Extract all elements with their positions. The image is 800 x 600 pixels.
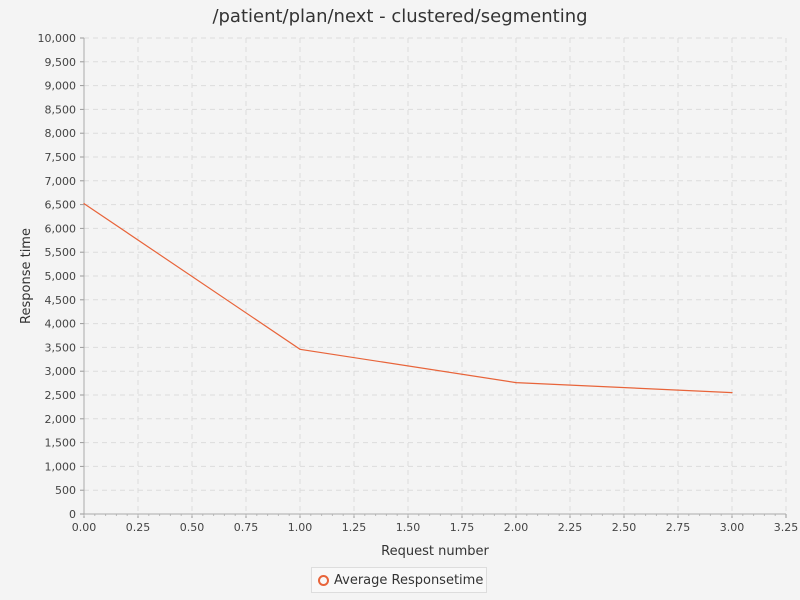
data-point [299,348,301,350]
legend: Average Responsetime [311,567,487,593]
y-tick-label: 7,000 [45,175,77,188]
grid [83,37,787,515]
y-tick-label: 9,500 [45,56,77,69]
x-tick-label: 1.00 [288,521,313,534]
y-tick-label: 1,500 [45,437,77,450]
y-tick-label: 4,500 [45,294,77,307]
data-point [83,203,85,205]
x-tick-label: 1.75 [450,521,475,534]
x-tick-label: 1.25 [342,521,367,534]
x-tick-label: 2.75 [666,521,691,534]
data-point [515,382,517,384]
axes [80,37,787,518]
legend-marker-icon [318,574,329,586]
y-tick-label: 8,000 [45,127,77,140]
y-tick-label: 500 [55,484,76,497]
y-tick-label: 6,000 [45,222,77,235]
tick-labels: 0.00 0.25 0.50 0.75 1.00 1.25 1.50 1.75 2.00 2.25… [38,32,799,534]
x-tick-label: 2.50 [612,521,637,534]
y-tick-label: 6,500 [45,199,77,212]
x-tick-label: 0.75 [234,521,259,534]
x-axis-label: Request number [381,544,489,559]
y-tick-label: 8,500 [45,103,77,116]
x-tick-label: 2.00 [504,521,529,534]
y-tick-label: 0 [69,508,76,521]
y-tick-label: 5,000 [45,270,77,283]
data-point [731,392,733,394]
x-tick-label: 3.25 [774,521,799,534]
y-tick-label: 10,000 [38,32,77,45]
y-tick-label: 7,500 [45,151,77,164]
x-tick-label: 0.50 [180,521,205,534]
y-tick-label: 3,500 [45,341,77,354]
y-tick-label: 2,000 [45,413,77,426]
x-tick-label: 3.00 [720,521,745,534]
legend-label: Average Responsetime [334,572,484,588]
y-tick-label: 3,000 [45,365,77,378]
x-tick-label: 2.25 [558,521,583,534]
series [83,203,733,394]
y-tick-label: 9,000 [45,80,77,93]
y-axis-label: Response time [19,228,34,324]
x-tick-label: 0.25 [126,521,151,534]
series-line [83,203,733,394]
chart-title: /patient/plan/next - clustered/segmentin… [212,6,588,27]
x-tick-label: 1.50 [396,521,421,534]
y-tick-label: 4,000 [45,318,77,331]
x-tick-label: 0.00 [72,521,97,534]
y-tick-label: 5,500 [45,246,77,259]
y-tick-label: 1,000 [45,460,77,473]
y-tick-label: 2,500 [45,389,77,402]
